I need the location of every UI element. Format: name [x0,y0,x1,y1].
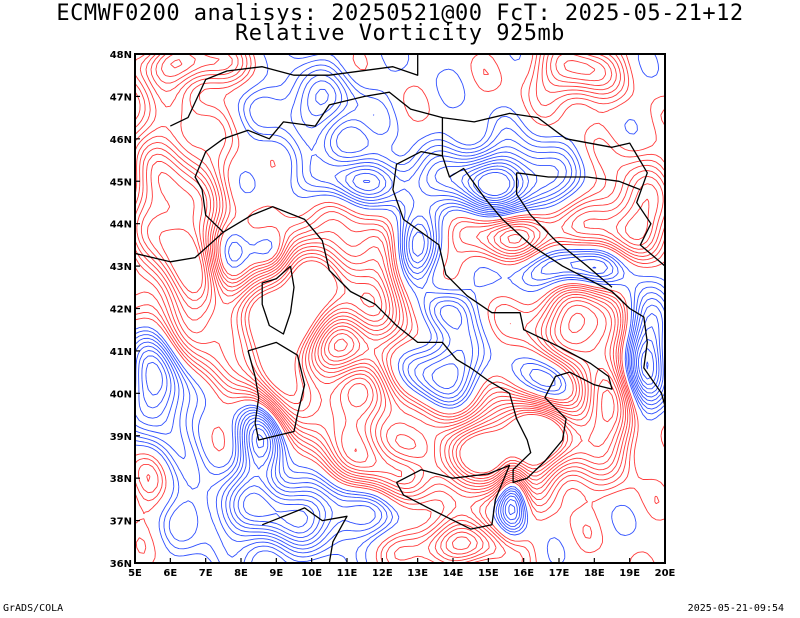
lon-tick-label: 16E [513,568,534,579]
chart-subtitle: Relative Vorticity 925mb [235,21,565,46]
negative-vorticity-contour [145,162,658,534]
negative-vorticity-contour [472,168,649,370]
coastline-segment [395,464,511,530]
coastline-segment [516,172,641,191]
coastline-segment [442,112,665,267]
footer-timestamp: 2025-05-21-09:54 [687,603,784,614]
negative-vorticity-contour [135,54,665,563]
coastline-segment [170,54,419,127]
lat-tick-label: 40N [110,389,132,400]
lat-tick-label: 38N [110,474,132,485]
negative-vorticity-contour [477,171,511,196]
lat-tick-label: 36N [110,559,132,570]
lon-tick-label: 14E [443,568,464,579]
lon-tick-label: 20E [655,568,676,579]
lon-tick-label: 6E [163,568,177,579]
lat-tick-label: 37N [110,517,132,528]
lat-tick-label: 44N [110,220,132,231]
lat-tick-label: 39N [110,432,132,443]
coastlines-borders [135,54,665,563]
axis-ticks: 5E 6E 7E 8E 9E 10E 11E 12E 13E 14E 15E 16E 17E 18E 19E… [110,50,676,579]
lat-tick-label: 43N [110,262,132,273]
negative-vorticity-contour [135,74,665,550]
lon-tick-label: 7E [199,568,213,579]
lon-tick-label: 17E [549,568,570,579]
negative-vorticity-contour [135,54,665,563]
coastline-segment [261,507,348,563]
lon-tick-label: 12E [372,568,393,579]
lon-tick-label: 5E [128,568,142,579]
lat-tick-label: 45N [110,177,132,188]
lon-tick-label: 18E [584,568,605,579]
lon-tick-label: 13E [407,568,428,579]
positive-vorticity-contour [135,54,650,555]
lat-tick-label: 48N [110,50,132,61]
positive-vorticity-contour [135,54,664,562]
negative-vorticity-contour [135,80,664,546]
positive-vorticity-contour [135,54,665,563]
lon-tick-label: 8E [234,568,248,579]
coastline-segment [222,150,613,484]
lat-tick-label: 46N [110,135,132,146]
lon-tick-label: 11E [337,568,358,579]
coastline-segment [194,91,444,233]
coastline-segment [515,172,613,288]
coastline-segment [261,265,295,335]
vorticity-contours [135,54,665,563]
coastline-segment [135,231,224,263]
lat-tick-label: 41N [110,347,132,358]
lat-tick-label: 42N [110,305,132,316]
lon-tick-label: 19E [619,568,640,579]
lon-tick-label: 10E [301,568,322,579]
footer-software: GrADS/COLA [3,603,64,614]
lat-tick-label: 47N [110,92,132,103]
chart-title: ECMWF0200 analisys: 20250521@00 FcT: 202… [56,1,744,26]
lon-tick-label: 15E [478,568,499,579]
coastline-segment [441,155,665,407]
coastline-segment [247,341,306,441]
lon-tick-label: 9E [269,568,283,579]
positive-vorticity-contour [135,54,665,563]
negative-vorticity-contour [243,165,655,528]
positive-vorticity-contour [135,54,665,563]
positive-vorticity-contour [135,54,665,563]
positive-vorticity-contour [158,228,565,474]
negative-vorticity-contour [135,64,665,558]
negative-vorticity-contour [138,88,662,542]
